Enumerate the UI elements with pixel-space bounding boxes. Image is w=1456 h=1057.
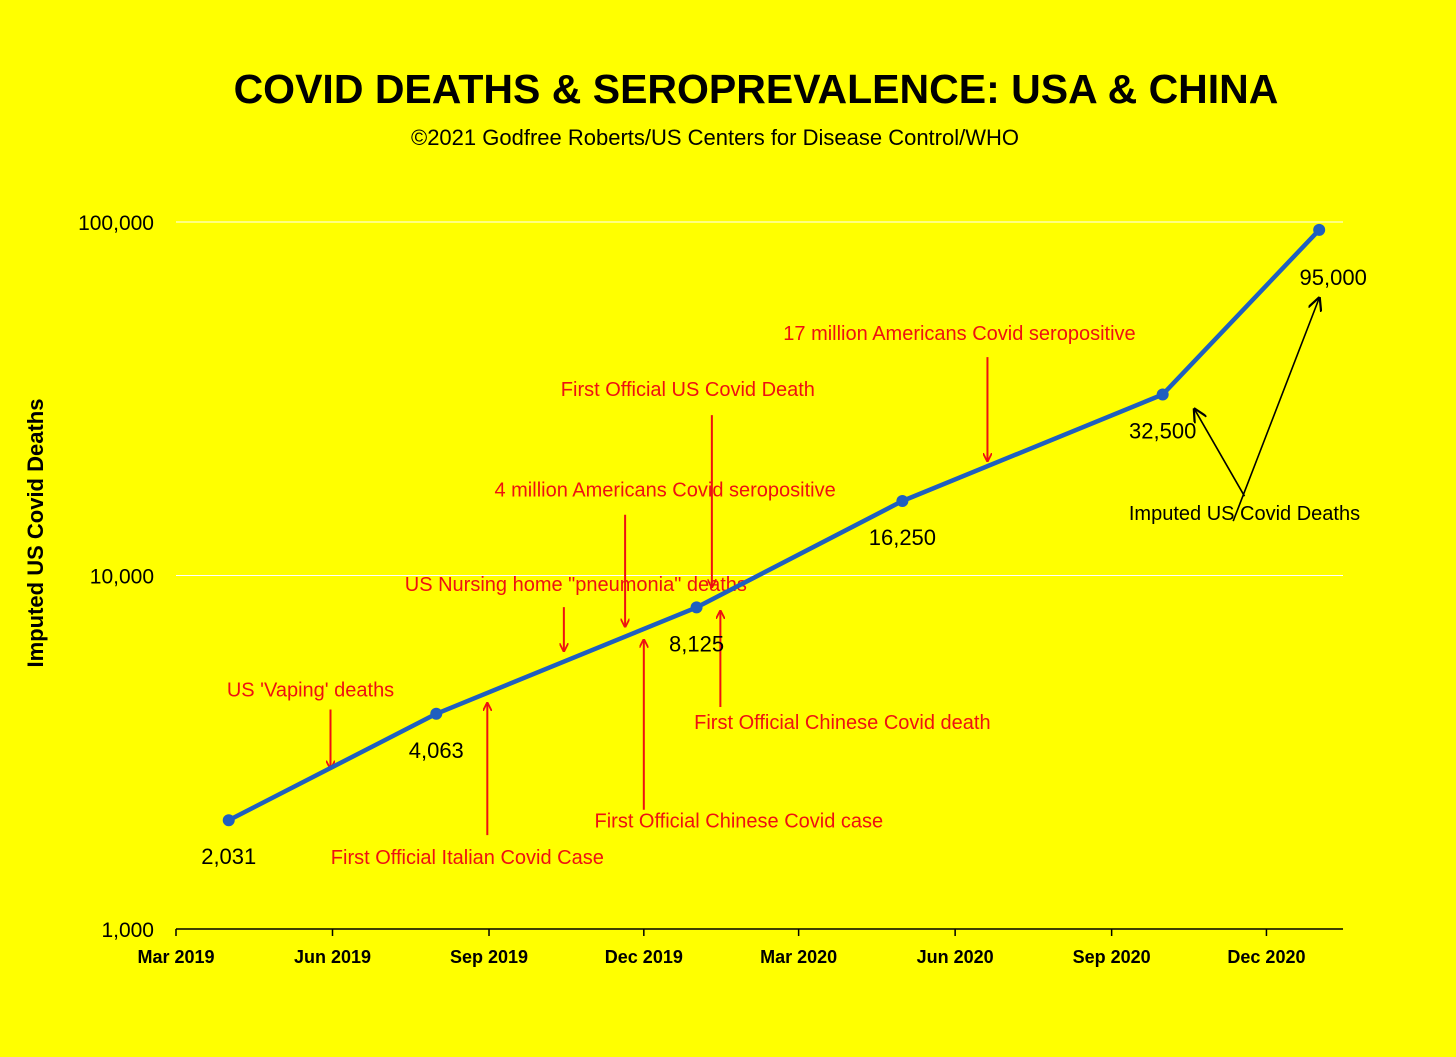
y-tick-label: 100,000: [78, 212, 154, 235]
annotation-arrow: [1194, 409, 1246, 497]
annotation-label: 17 million Americans Covid seropositive: [783, 323, 1135, 345]
annotation-label: First Official Chinese Covid case: [595, 811, 884, 833]
annotation-label: US Nursing home "pneumonia" deaths: [405, 574, 747, 596]
chart-title: COVID DEATHS & SEROPREVALENCE: USA & CHI…: [234, 66, 1279, 112]
x-tick-label: Mar 2020: [760, 947, 837, 967]
annotation-label: First Official US Covid Death: [561, 379, 815, 401]
data-point: [430, 707, 443, 720]
data-label: 95,000: [1300, 265, 1367, 290]
x-tick-label: Mar 2019: [137, 947, 214, 967]
data-label: 2,031: [201, 844, 256, 869]
annotation-label: First Official Italian Covid Case: [331, 847, 604, 869]
y-tick-label: 1,000: [101, 919, 154, 942]
data-point: [1156, 388, 1169, 401]
y-tick-label: 10,000: [90, 566, 154, 589]
x-tick-label: Sep 2019: [450, 947, 528, 967]
annotations: US 'Vaping' deaths US Nursing home "pneum…: [227, 298, 1360, 869]
x-tick-label: Sep 2020: [1073, 947, 1151, 967]
data-label: 8,125: [669, 631, 724, 656]
series-line: [227, 228, 1321, 823]
data-label: 32,500: [1129, 419, 1196, 444]
data-point: [690, 601, 703, 614]
data-point: [222, 814, 235, 827]
y-axis-label: Imputed US Covid Deaths: [23, 399, 48, 668]
annotation-label: US 'Vaping' deaths: [227, 680, 394, 702]
data-point: [896, 494, 909, 507]
axes: [175, 928, 1343, 936]
annotation-label: First Official Chinese Covid death: [694, 712, 990, 734]
annotation-label: 4 million Americans Covid seropositive: [494, 480, 835, 502]
y-tick-labels: 1,000 10,000 100,000: [78, 212, 154, 942]
annotation-arrow: [1232, 298, 1319, 522]
data-point: [1313, 223, 1326, 236]
annotation-label: Imputed US Covid Deaths: [1129, 503, 1360, 525]
x-tick-label: Jun 2020: [917, 947, 994, 967]
x-tick-labels: Mar 2019 Jun 2019 Sep 2019 Dec 2019 Mar 2020…: [137, 947, 1305, 967]
data-label: 16,250: [869, 525, 936, 550]
x-tick-label: Dec 2019: [605, 947, 683, 967]
x-tick-label: Jun 2019: [294, 947, 371, 967]
x-tick-label: Dec 2020: [1227, 947, 1305, 967]
series-group: 2,031 4,063 8,125 16,250 32,500 95,000: [201, 223, 1367, 869]
data-label: 4,063: [409, 738, 464, 763]
chart-subtitle: ©2021 Godfree Roberts/US Centers for Dis…: [411, 125, 1019, 150]
